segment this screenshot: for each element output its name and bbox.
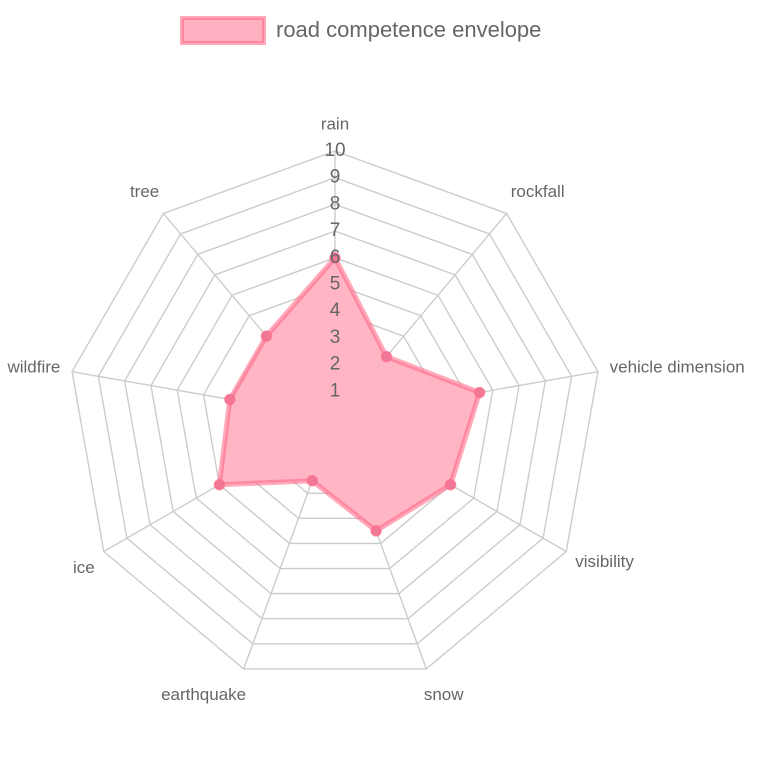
axis-label: snow: [424, 685, 464, 704]
axis-label: rain: [321, 114, 349, 133]
axis-label: wildfire: [6, 357, 60, 376]
data-point[interactable]: [329, 252, 341, 264]
grid-ring-8: [123, 203, 547, 620]
tick-label: 6: [330, 247, 341, 268]
legend-label[interactable]: road competence envelope: [276, 17, 541, 42]
axis-label: earthquake: [161, 685, 246, 704]
legend-swatch[interactable]: [180, 16, 266, 45]
axis-label: ice: [73, 558, 95, 577]
data-point[interactable]: [213, 479, 226, 491]
tick-labels: 1 2 3 4 5 6 7 8 9 10: [324, 140, 345, 401]
data-point[interactable]: [473, 386, 486, 399]
grid-ring-9: [97, 176, 573, 645]
axis-label: visibility: [575, 552, 634, 571]
tick-label: 2: [330, 354, 341, 375]
tick-label: 4: [330, 300, 341, 321]
grid-ring-7: [150, 230, 520, 595]
tick-label: 9: [330, 167, 341, 188]
data-point[interactable]: [370, 525, 382, 537]
tick-label: 5: [330, 274, 341, 295]
series-layer: [213, 252, 486, 537]
series-area: [216, 255, 483, 534]
tick-label: 3: [330, 327, 341, 348]
axis-label: rockfall: [511, 182, 565, 201]
axis-labels: rain rockfall vehicle dimension visibility s…: [6, 114, 744, 704]
data-point[interactable]: [444, 479, 457, 491]
data-point[interactable]: [224, 393, 236, 406]
data-point[interactable]: [380, 350, 393, 363]
grid-ring-5: [202, 283, 468, 545]
axis-label: vehicle dimension: [610, 357, 745, 376]
tick-label: 7: [330, 220, 341, 241]
grid-ring-6: [176, 257, 494, 570]
tick-label: 1: [330, 380, 341, 401]
tick-label: 10: [324, 140, 345, 161]
axis-label: tree: [130, 182, 159, 201]
legend[interactable]: road competence envelope: [180, 16, 541, 45]
data-point[interactable]: [306, 474, 318, 487]
tick-label: 8: [330, 193, 341, 214]
data-point[interactable]: [260, 330, 273, 342]
grid-ring-10: [71, 150, 599, 670]
